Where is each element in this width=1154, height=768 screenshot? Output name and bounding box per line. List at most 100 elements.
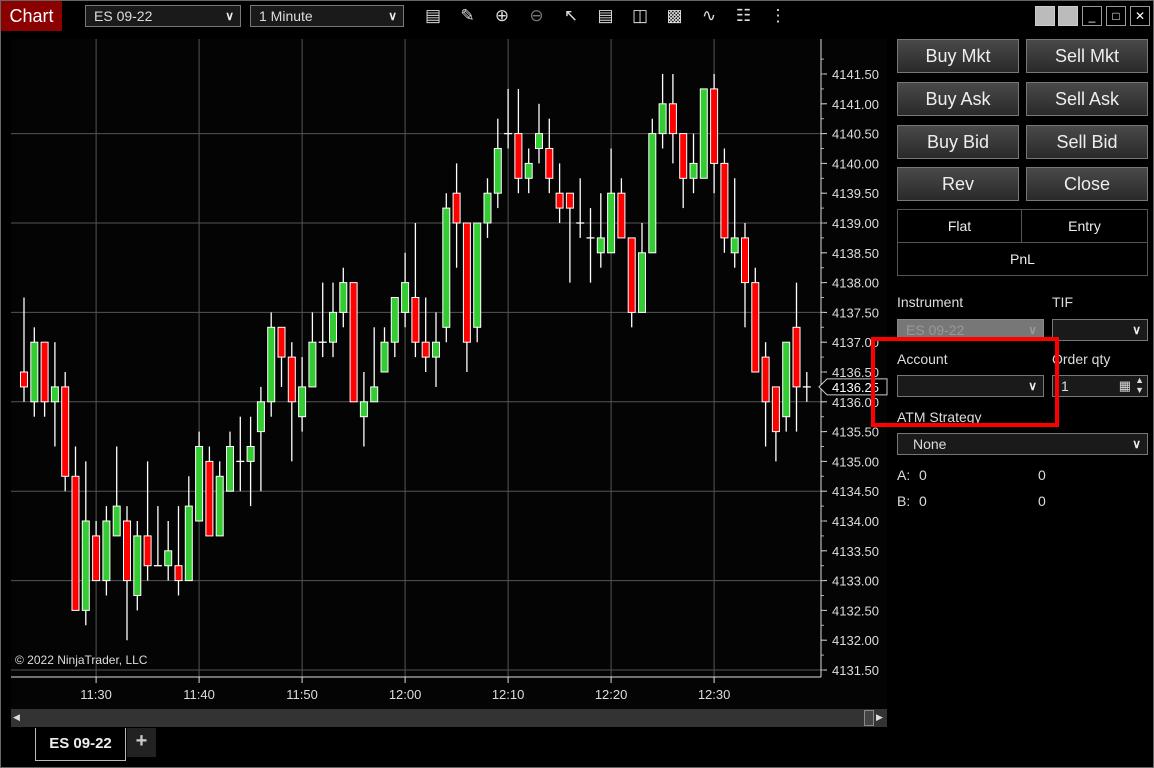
order-qty-input[interactable]: 1 ▦ ▲ ▼ [1052,375,1148,397]
gray-box-icon[interactable] [1058,6,1078,26]
candle-body [205,460,214,537]
chart-trader-icon[interactable]: ▩ [666,6,683,25]
buy-ask-button[interactable]: Buy Ask [897,82,1019,116]
candle-body [792,326,801,388]
trader-instrument-dropdown[interactable]: ES 09-22 ∨ [897,319,1044,341]
candle-body [761,356,770,403]
pencil-icon[interactable]: ✎ [460,6,475,25]
candle-body [699,88,708,179]
candle-body [771,386,780,433]
candle-body [92,535,101,582]
price-tick-label: 4134.50 [832,484,879,499]
candle-body [267,326,276,403]
price-tick-label: 4132.00 [832,633,879,648]
bar-type-icon[interactable]: ▤ [424,6,442,25]
account-dropdown[interactable]: ∨ [897,375,1044,397]
chevron-down-icon: ∨ [1028,379,1037,393]
tab-es-09-22[interactable]: ES 09-22 [35,728,126,761]
close-button[interactable]: Close [1026,167,1148,201]
scroll-right-icon[interactable]: ▶ [876,712,883,722]
candle-body [380,341,389,373]
atm-strategy-dropdown[interactable]: None ∨ [897,433,1148,455]
gray-box-icon[interactable] [1035,6,1055,26]
candle-body [123,520,131,582]
candle-body [102,520,111,582]
zoom-in-icon[interactable]: ⊕ [494,6,510,25]
sell-mkt-button[interactable]: Sell Mkt [1026,39,1148,73]
sell-bid-button[interactable]: Sell Bid [1026,125,1148,159]
candle-body [627,237,636,313]
b-label: B: [897,493,911,509]
candle-body [514,133,523,179]
candle-body [421,341,430,358]
scroll-left-icon[interactable]: ◀ [13,712,20,722]
candle-body [359,401,368,418]
more-icon[interactable]: ⋮ [769,6,787,25]
candle-body [452,192,461,224]
scroll-thumb[interactable] [864,710,874,726]
close-button[interactable]: ✕ [1130,6,1150,26]
price-tick-label: 4131.50 [832,663,879,678]
minimize-button[interactable]: _ [1082,6,1102,26]
horizontal-scrollbar[interactable]: ◀ ▶ [11,709,887,727]
zoom-out-icon[interactable]: ⊖ [529,6,544,25]
entry-cell: Entry [1021,209,1148,243]
spinner-icon[interactable]: ▲ ▼ [1135,375,1144,395]
candle-body [287,356,296,403]
candle-body [555,192,564,209]
tif-dropdown[interactable]: ∨ [1052,319,1148,341]
copyright-text: © 2022 NinjaTrader, LLC [15,653,148,667]
data-box-icon[interactable]: ▤ [597,6,614,25]
sell-ask-button[interactable]: Sell Ask [1026,82,1148,116]
time-tick-label: 11:30 [80,687,112,702]
indicators-icon[interactable]: ∿ [701,6,717,25]
candle-body [174,565,183,582]
order-qty-label: Order qty [1052,351,1111,367]
instrument-dropdown[interactable]: ES 09-22 ∨ [85,5,241,27]
pointer-icon[interactable]: ↖ [563,6,579,25]
rev-button[interactable]: Rev [897,167,1019,201]
candle-body [741,237,749,284]
strategies-icon[interactable]: ☷ [735,6,752,25]
buy-bid-button[interactable]: Buy Bid [897,125,1019,159]
properties-icon[interactable]: ◫ [631,6,649,25]
candle-body [112,505,121,537]
price-tick-label: 4140.00 [832,156,879,171]
add-tab-button[interactable]: + [127,728,156,757]
price-tick-label: 4139.00 [832,216,879,231]
price-tick-label: 4141.50 [832,67,879,82]
candle-body [411,297,420,343]
time-tick-label: 11:40 [183,687,215,702]
candle-body [689,162,698,179]
candle-body [143,535,152,567]
candle-body [339,282,348,313]
price-chart[interactable]: 11:30 11:40 11:50 12:00 12:10 12:20 12:30 4141.… [1,1,901,709]
calculator-icon[interactable]: ▦ [1118,378,1131,393]
candle-body [545,148,554,179]
candle-body [226,446,234,492]
pnl-cell: PnL [897,242,1148,276]
atm-strategy-value: None [913,436,947,452]
a-label: A: [897,467,911,483]
chevron-down-icon: ∨ [388,9,397,23]
chevron-down-icon: ∨ [225,9,234,23]
price-tick-label: 4140.50 [832,127,879,142]
candle-body [215,475,224,537]
buy-mkt-button[interactable]: Buy Mkt [897,39,1019,73]
price-tick-label: 4134.00 [832,514,879,529]
maximize-button[interactable]: □ [1106,6,1126,26]
candle-body [596,237,605,254]
a-value-2: 0 [1038,467,1046,483]
b-value-2: 0 [1038,493,1046,509]
candle-body [329,311,337,343]
time-tick-label: 12:00 [389,687,422,702]
current-price-marker [818,378,888,396]
candle-body [246,446,255,462]
candle-body [648,133,657,254]
candle-body [462,222,471,343]
candle-body [782,341,791,418]
window-title: Chart [1,1,62,31]
order-qty-value: 1 [1061,378,1069,394]
interval-dropdown[interactable]: 1 Minute ∨ [250,5,404,27]
